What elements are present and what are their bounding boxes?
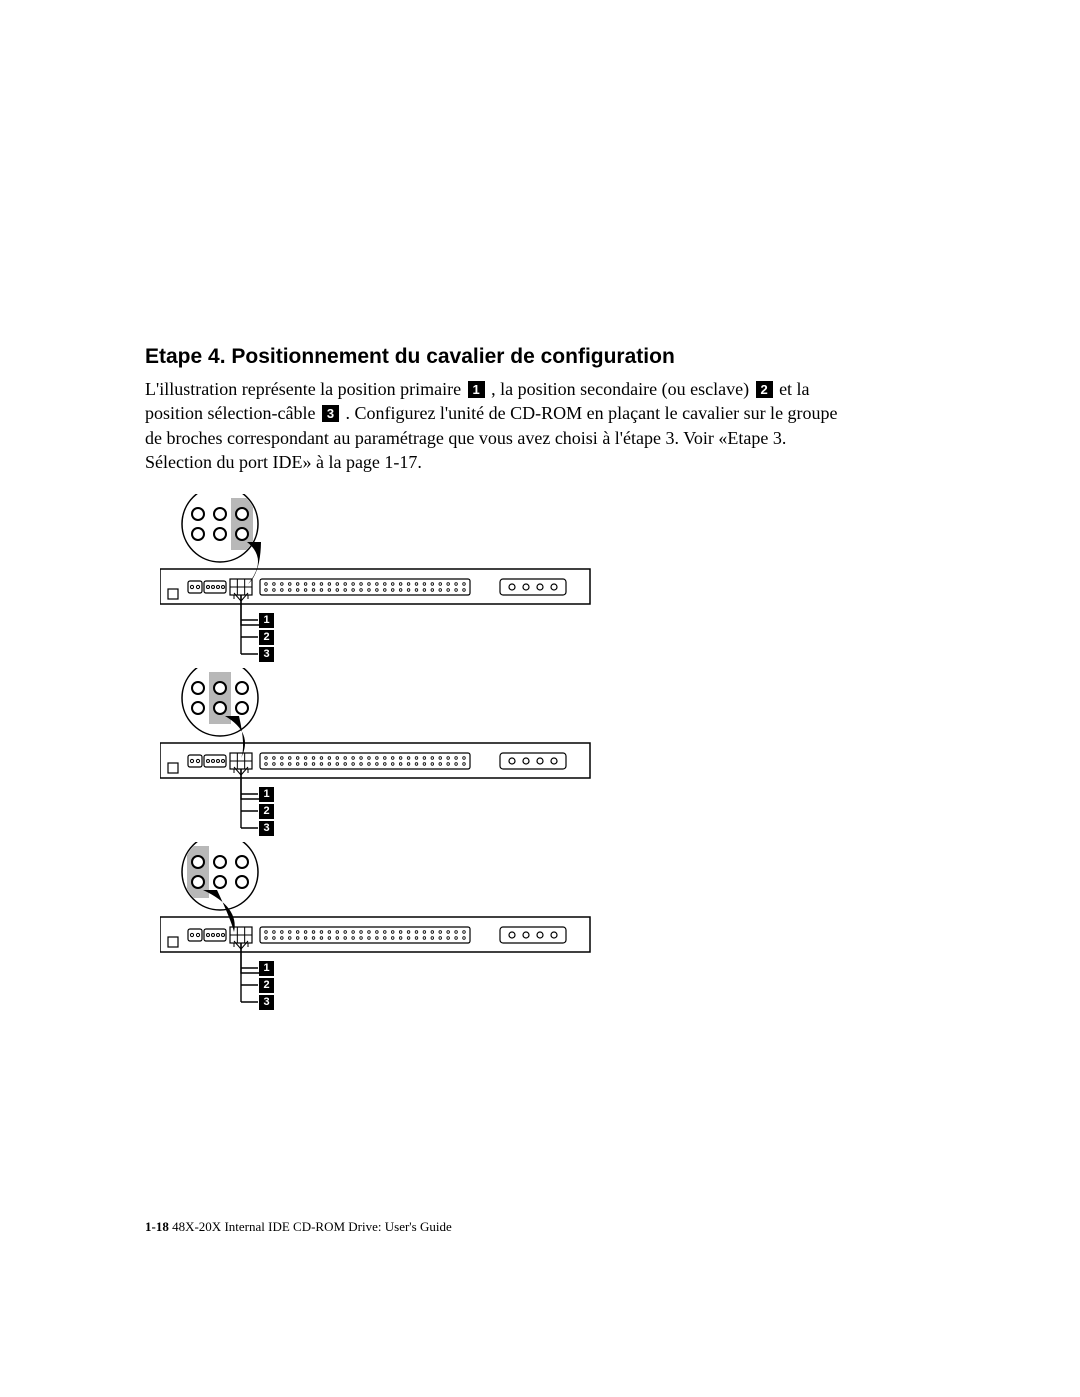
- diagram-1: 1 2 3: [160, 494, 600, 664]
- callout-3: 3: [259, 821, 274, 836]
- callout-1: 1: [259, 787, 274, 802]
- inline-label-2: 2: [756, 381, 773, 398]
- diagram-3-svg: [160, 842, 600, 1012]
- callout-2: 2: [259, 804, 274, 819]
- callout-1: 1: [259, 961, 274, 976]
- diagram-2-svg: [160, 668, 600, 838]
- inline-label-1: 1: [468, 381, 485, 398]
- inline-label-3: 3: [322, 405, 339, 422]
- footer-title: 48X-20X Internal IDE CD-ROM Drive: User'…: [172, 1219, 452, 1234]
- para-seg-2: , la position secondaire (ou esclave): [487, 379, 754, 399]
- diagram-container: 1 2 3 1 2 3 1 2 3: [160, 494, 845, 1012]
- diagram-1-callouts: 1 2 3: [259, 613, 274, 664]
- callout-3: 3: [259, 647, 274, 662]
- callout-1: 1: [259, 613, 274, 628]
- diagram-3-callouts: 1 2 3: [259, 961, 274, 1012]
- footer-page-number: 1-18: [145, 1219, 169, 1234]
- body-paragraph: L'illustration représente la position pr…: [145, 377, 845, 474]
- diagram-3: 1 2 3: [160, 842, 600, 1012]
- diagram-1-svg: [160, 494, 600, 664]
- diagram-2-callouts: 1 2 3: [259, 787, 274, 838]
- section-heading: Etape 4. Positionnement du cavalier de c…: [145, 345, 845, 369]
- callout-2: 2: [259, 630, 274, 645]
- callout-2: 2: [259, 978, 274, 993]
- diagram-2: 1 2 3: [160, 668, 600, 838]
- para-seg-1: L'illustration représente la position pr…: [145, 379, 466, 399]
- page-footer: 1-18 48X-20X Internal IDE CD-ROM Drive: …: [145, 1219, 452, 1235]
- callout-3: 3: [259, 995, 274, 1010]
